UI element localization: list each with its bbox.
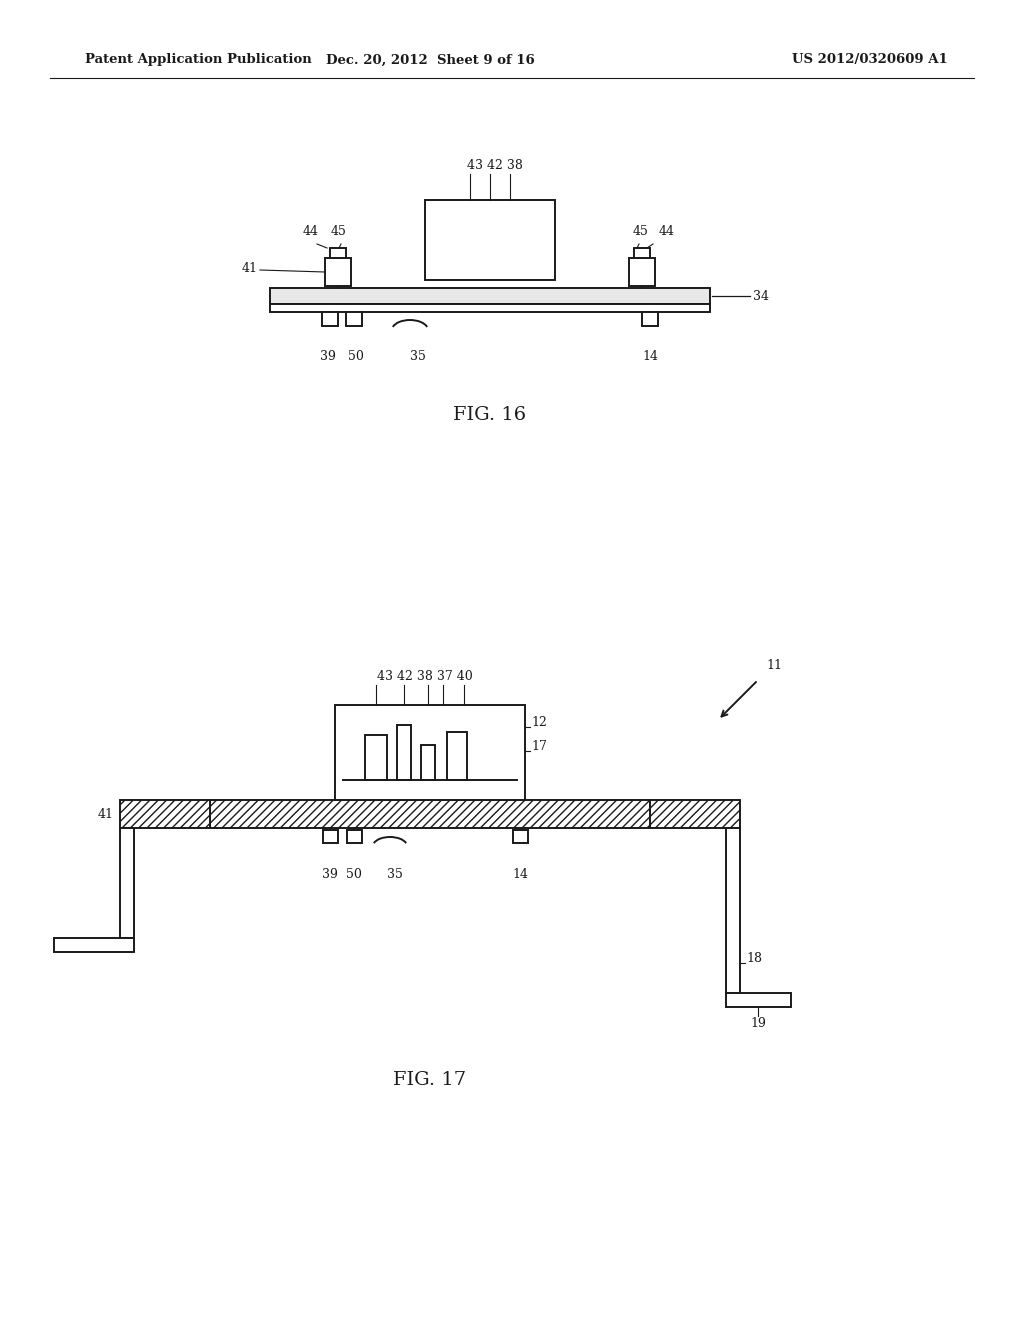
Bar (726, 993, 791, 1007)
Text: 11: 11 (766, 659, 782, 672)
Bar (346, 312, 362, 326)
Text: Patent Application Publication: Patent Application Publication (85, 54, 311, 66)
Text: 41: 41 (98, 808, 114, 821)
Text: 35: 35 (410, 350, 426, 363)
Bar (642, 312, 658, 326)
Text: FIG. 17: FIG. 17 (393, 1071, 467, 1089)
Bar (650, 800, 740, 828)
Text: 39: 39 (321, 350, 336, 363)
Text: 44: 44 (659, 224, 675, 238)
Text: 43 42 38: 43 42 38 (467, 158, 523, 172)
Text: 44: 44 (303, 224, 319, 238)
Bar (726, 828, 740, 993)
Bar (323, 830, 338, 843)
Text: 50: 50 (346, 869, 361, 880)
Bar (335, 705, 525, 800)
Text: 45: 45 (633, 224, 649, 238)
Text: 18: 18 (746, 952, 762, 965)
Text: 35: 35 (387, 869, 402, 880)
Text: 41: 41 (242, 261, 258, 275)
Text: 14: 14 (512, 869, 528, 880)
Bar (634, 248, 650, 257)
Bar (421, 744, 435, 780)
Bar (120, 828, 134, 939)
Text: Dec. 20, 2012  Sheet 9 of 16: Dec. 20, 2012 Sheet 9 of 16 (326, 54, 535, 66)
Bar (325, 257, 351, 286)
Text: 45: 45 (331, 224, 347, 238)
Bar (397, 725, 411, 780)
Bar (330, 248, 346, 257)
Text: 43 42 38 37 40: 43 42 38 37 40 (377, 671, 473, 682)
Bar (629, 257, 655, 286)
Bar (270, 304, 710, 312)
Bar (347, 830, 362, 843)
Bar (365, 735, 387, 780)
Text: 34: 34 (753, 289, 769, 302)
Text: 12: 12 (531, 717, 547, 730)
Bar (120, 800, 210, 828)
Text: 50: 50 (348, 350, 364, 363)
Bar (447, 733, 467, 780)
Bar (270, 288, 710, 304)
Text: 17: 17 (531, 741, 547, 754)
Text: US 2012/0320609 A1: US 2012/0320609 A1 (793, 54, 948, 66)
Text: 19: 19 (750, 1016, 766, 1030)
Bar (54, 939, 134, 952)
Bar (513, 830, 528, 843)
Text: 39: 39 (323, 869, 338, 880)
Bar (322, 312, 338, 326)
Bar (210, 800, 650, 828)
Text: 14: 14 (642, 350, 658, 363)
Bar (425, 201, 555, 280)
Text: FIG. 16: FIG. 16 (454, 407, 526, 424)
